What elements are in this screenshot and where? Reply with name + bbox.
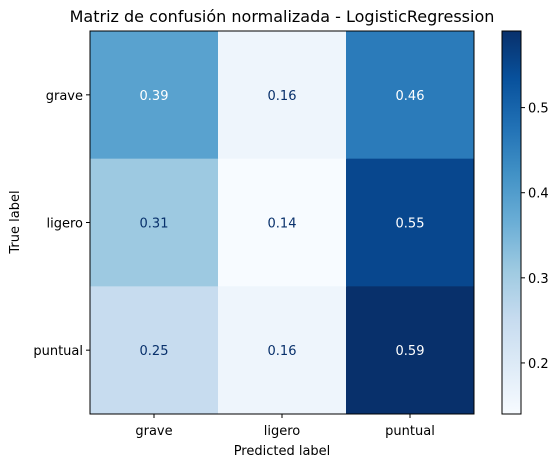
- heatmap-cell: [90, 158, 219, 287]
- colorbar-ticks: 0.2 0.3 0.4 0.5: [521, 102, 549, 372]
- heatmap-cells: [90, 31, 475, 415]
- cell-value-label: 0.16: [268, 344, 297, 359]
- colorbar-tick-label: 0.3: [528, 272, 549, 287]
- heatmap-value-labels: 0.39 0.16 0.46 0.31 0.14 0.55 0.25 0.16 0.59: [140, 89, 425, 359]
- colorbar-tick-label: 0.2: [528, 357, 549, 372]
- colorbar-frame: [501, 30, 522, 415]
- heatmap-cell: [218, 31, 347, 160]
- cell-value-label: 0.55: [396, 217, 425, 232]
- y-tick-label: ligero: [47, 217, 84, 232]
- y-tick-label: puntual: [33, 344, 83, 359]
- x-tick-label: grave: [135, 424, 172, 439]
- y-axis: grave ligero puntual: [33, 89, 90, 359]
- heatmap-cell: [90, 31, 219, 160]
- cell-value-label: 0.31: [140, 217, 169, 232]
- heatmap-cell: [218, 286, 347, 415]
- heatmap-cell: [346, 31, 475, 160]
- heatmap-cell: [346, 158, 475, 287]
- x-tick-label: puntual: [385, 424, 435, 439]
- heatmap-cell: [90, 286, 219, 415]
- colorbar-tick-label: 0.5: [528, 102, 549, 117]
- cell-value-label: 0.46: [396, 89, 425, 104]
- y-axis-label: True label: [8, 190, 23, 254]
- y-tick-label: grave: [46, 89, 83, 104]
- chart-title: Matriz de confusión normalizada - Logist…: [70, 7, 495, 26]
- x-axis-label: Predicted label: [234, 444, 331, 459]
- cell-value-label: 0.14: [268, 217, 297, 232]
- cell-value-label: 0.25: [140, 344, 169, 359]
- heatmap-cell: [218, 158, 347, 287]
- cell-value-label: 0.16: [268, 89, 297, 104]
- heatmap-cell: [346, 286, 475, 415]
- cell-value-label: 0.39: [140, 89, 169, 104]
- x-tick-label: ligero: [264, 424, 301, 439]
- colorbar: [502, 31, 521, 414]
- x-axis: grave ligero puntual: [135, 414, 435, 439]
- cell-value-label: 0.59: [396, 344, 425, 359]
- colorbar-tick-label: 0.4: [528, 187, 549, 202]
